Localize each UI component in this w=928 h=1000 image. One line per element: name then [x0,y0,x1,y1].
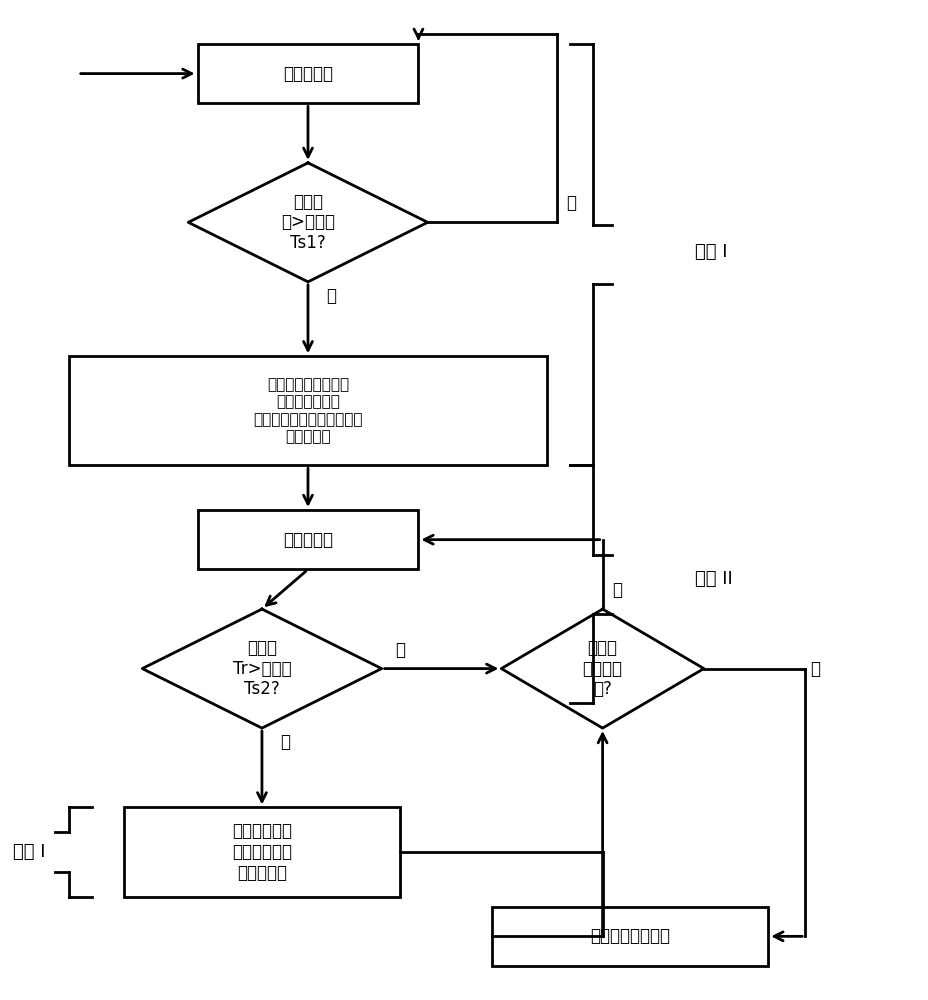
Text: 是: 是 [326,287,336,305]
FancyBboxPatch shape [198,44,418,103]
FancyBboxPatch shape [123,807,400,897]
Text: 定时器
Tr>设置值
Ts2?: 定时器 Tr>设置值 Ts2? [232,639,291,698]
Text: 系统处在调光模式中
上变换器被关断
旁路开关被设置在闭合位置
重置定时器: 系统处在调光模式中 上变换器被关断 旁路开关被设置在闭合位置 重置定时器 [253,377,362,444]
Text: 自然光
等价于黎
明?: 自然光 等价于黎 明? [582,639,622,698]
Polygon shape [142,609,381,728]
Text: 等待直到黄昏条件: 等待直到黄昏条件 [589,927,669,945]
Text: 是: 是 [280,733,290,751]
Text: 否: 否 [565,194,575,212]
Text: 定时器
值>设置值
Ts1?: 定时器 值>设置值 Ts1? [280,193,335,252]
FancyBboxPatch shape [492,907,767,966]
Polygon shape [501,609,703,728]
Text: 模式 II: 模式 II [694,570,731,588]
Polygon shape [188,163,427,282]
Text: 否: 否 [612,581,621,599]
FancyBboxPatch shape [69,356,547,465]
FancyBboxPatch shape [198,510,418,569]
Text: 启动定时器: 启动定时器 [283,65,332,83]
Text: 断开旁路开关
接通上变换器
重置定时器: 断开旁路开关 接通上变换器 重置定时器 [232,822,291,882]
Text: 启动定时器: 启动定时器 [283,531,332,549]
Text: 模式 I: 模式 I [694,243,727,261]
Text: 模式 I: 模式 I [13,843,45,861]
Text: 否: 否 [395,641,405,659]
Text: 是: 是 [809,660,818,678]
